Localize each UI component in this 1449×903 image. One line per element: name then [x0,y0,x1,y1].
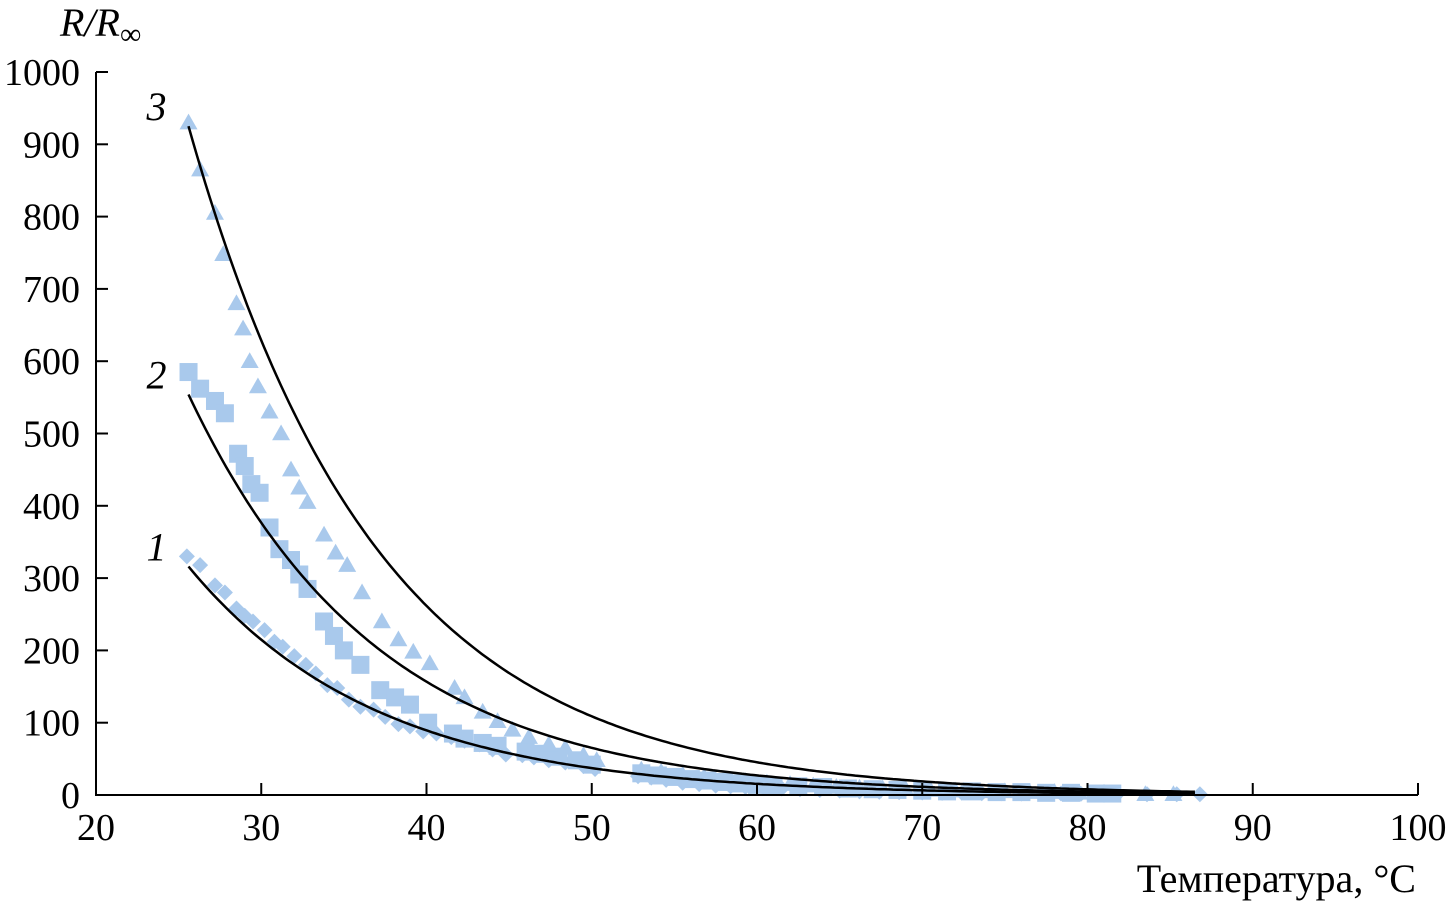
data-point-triangle [260,402,279,419]
data-point-triangle [353,583,372,600]
data-point-diamond [329,679,346,696]
data-point-square [260,518,279,537]
data-point-diamond [390,716,407,733]
data-point-triangle [240,352,259,368]
data-point-square [400,695,419,714]
data-point-square [298,579,317,598]
data-point-triangle [827,778,846,794]
data-point-triangle [420,654,439,671]
data-point-triangle [234,319,253,336]
data-point-triangle [338,556,357,572]
data-point-triangle [179,113,198,130]
data-point-triangle [896,780,915,796]
y-tick-label: 400 [23,486,80,528]
data-point-diamond [352,698,369,715]
data-point-square [315,612,334,631]
x-tick-label: 100 [1390,807,1447,849]
data-point-square [419,713,438,732]
data-point-triangle [281,460,300,477]
data-point-square [324,626,343,645]
x-tick-label: 60 [738,807,776,849]
data-point-triangle [315,525,334,542]
data-point-triangle [539,735,558,752]
fit-curve-1 [187,565,1195,796]
data-point-triangle [556,739,575,755]
data-point-triangle [272,424,291,441]
data-point-square [250,483,269,502]
data-point-triangle [574,746,593,762]
data-point-triangle [804,776,823,793]
data-point-triangle [227,294,246,311]
x-tick-label: 80 [1069,807,1107,849]
y-tick-label: 0 [61,775,80,817]
data-point-square [215,404,234,423]
fit-curve-3 [187,125,1195,794]
data-point-diamond [206,577,223,594]
data-point-triangle [326,543,345,560]
y-axis-title: R/R∞ [59,0,141,51]
y-tick-label: 700 [23,269,80,311]
x-axis-title: Температура, °C [1137,856,1416,901]
data-point-triangle [946,781,965,798]
y-tick-label: 600 [23,341,80,383]
fit-curves [187,125,1195,796]
data-point-diamond [244,613,261,630]
data-point-diamond [256,622,273,639]
data-point-triangle [850,778,869,795]
x-tick-label: 30 [242,807,280,849]
data-point-triangle [587,751,606,768]
data-point-square [235,457,254,476]
x-tick-label: 20 [77,807,115,849]
data-point-square [351,655,370,674]
data-point-diamond [274,638,291,655]
data-markers [178,113,1208,803]
data-point-square [386,688,405,707]
curve-label-2: 2 [147,352,167,397]
data-point-triangle [404,642,423,659]
y-tick-label: 200 [23,630,80,672]
data-point-diamond [286,648,303,665]
data-point-triangle [921,780,940,797]
data-point-diamond [216,584,233,601]
y-axis-title-main: R/R [59,0,120,45]
y-tick-label: 100 [23,703,80,745]
x-tick-label: 70 [903,807,941,849]
data-point-square [371,681,390,700]
x-tick-label: 50 [573,807,611,849]
curve-labels: 1 2 3 [146,84,167,569]
x-tick-label: 90 [1234,807,1272,849]
fit-curve-2 [187,393,1195,795]
ticks: 20 30 40 50 60 70 80 90 100010020030040050060070… [4,52,1447,849]
data-point-triangle [652,762,671,779]
curve-label-3: 3 [146,84,167,129]
data-point-triangle [248,377,267,394]
data-point-triangle [389,630,408,647]
data-point-triangle [488,712,507,729]
y-tick-label: 300 [23,558,80,600]
y-tick-label: 800 [23,197,80,239]
data-point-triangle [445,678,464,695]
data-point-triangle [372,612,391,629]
y-axis-title-sub: ∞ [120,18,141,51]
y-tick-label: 1000 [4,52,80,94]
data-point-square [179,363,198,382]
data-point-triangle [290,478,309,495]
data-point-triangle [873,779,892,796]
data-point-diamond [178,548,195,565]
data-point-triangle [214,245,233,261]
data-point-diamond [192,557,209,574]
axes [95,72,1418,796]
data-point-square [191,379,210,398]
curve-label-1: 1 [147,525,167,570]
x-tick-label: 40 [408,807,446,849]
data-point-triangle [298,493,317,509]
data-point-triangle [503,720,522,737]
data-point-triangle [519,728,538,744]
y-tick-label: 900 [23,124,80,166]
data-point-triangle [632,760,651,777]
data-point-square [334,641,353,660]
y-tick-label: 500 [23,414,80,456]
